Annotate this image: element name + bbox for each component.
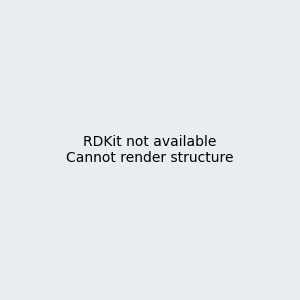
Text: RDKit not available
Cannot render structure: RDKit not available Cannot render struct…: [66, 135, 234, 165]
